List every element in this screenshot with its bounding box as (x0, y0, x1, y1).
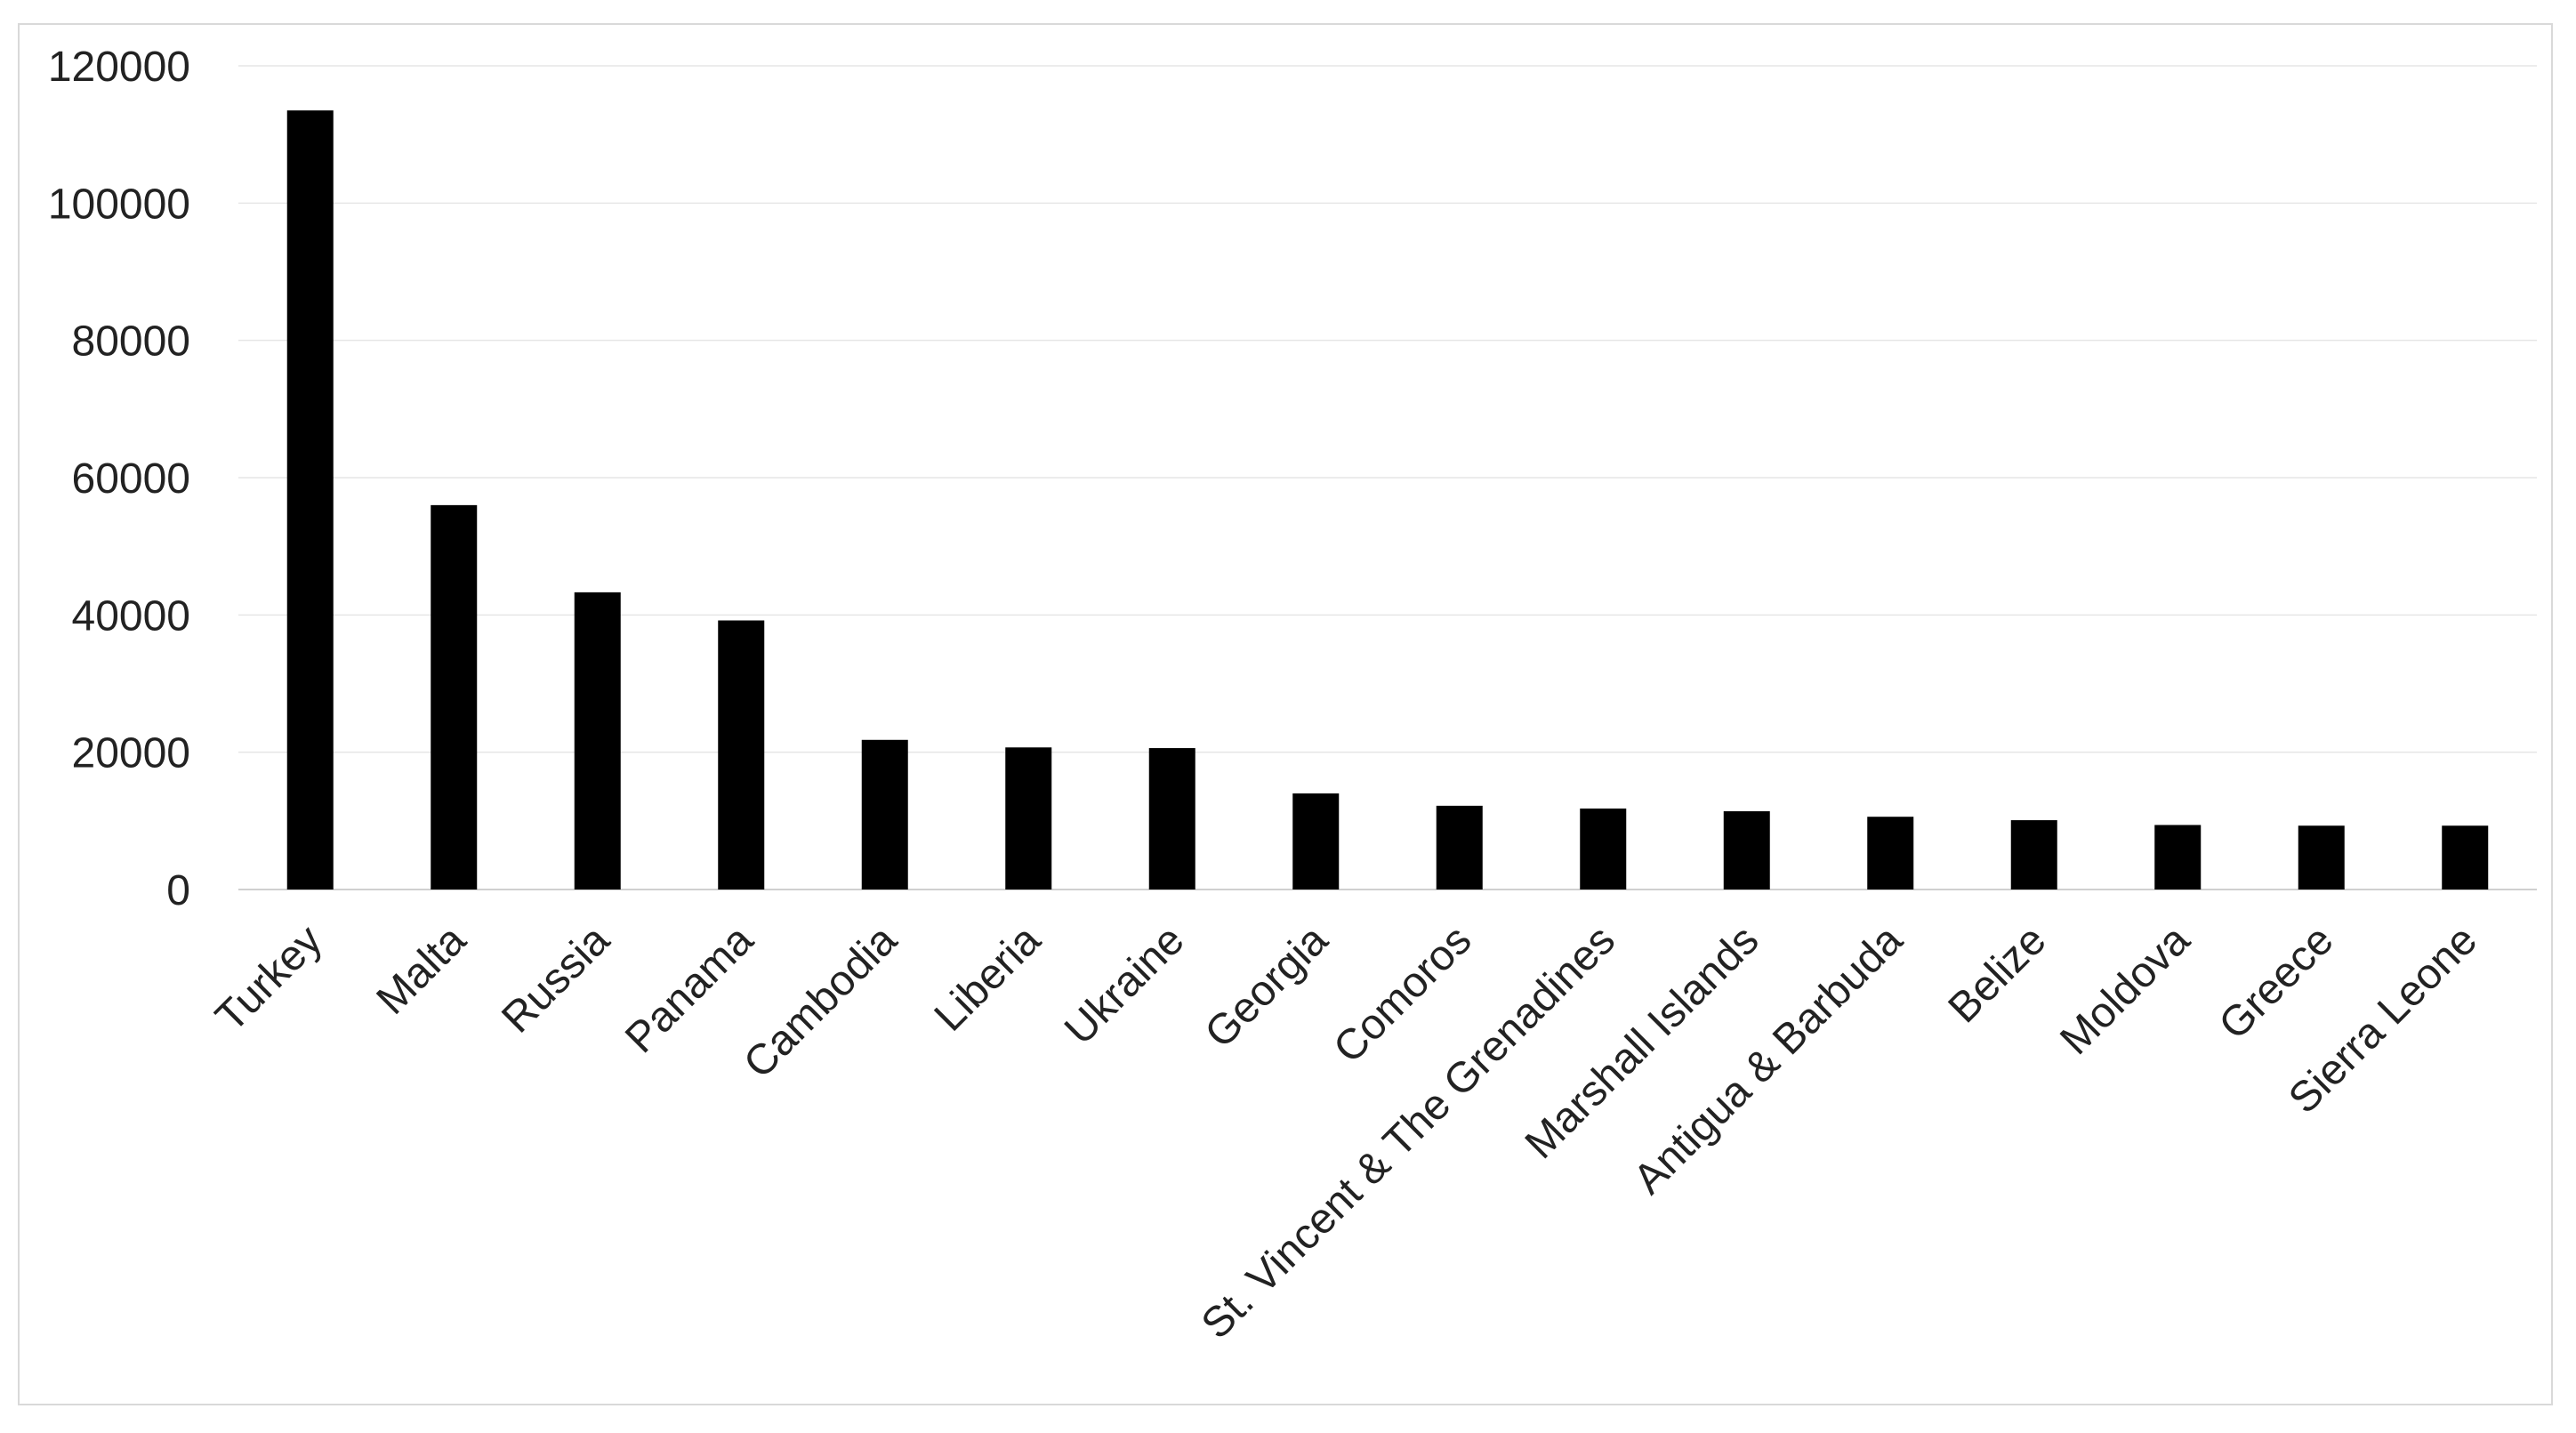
x-tick-label: Liberia (926, 916, 1051, 1041)
bar (1867, 817, 1914, 890)
y-tick-label: 80000 (72, 318, 190, 366)
x-tick-label: Comoros (1324, 916, 1480, 1072)
x-tick-label: Panama (616, 916, 762, 1062)
x-tick-label: Ukraine (1056, 916, 1193, 1053)
bar (2010, 820, 2057, 890)
bar (1580, 808, 1627, 890)
x-tick-label: Moldova (2051, 916, 2199, 1064)
y-axis-ticks: 0 20000 40000 60000 80000 100000 120000 (48, 44, 190, 914)
gridlines (238, 65, 2537, 890)
bar (718, 620, 765, 890)
y-tick-label: 100000 (48, 181, 190, 228)
bar (286, 110, 334, 890)
x-tick-label: Russia (493, 916, 618, 1042)
x-tick-label: Greece (2210, 916, 2343, 1049)
y-tick-label: 20000 (72, 730, 190, 777)
bar (1292, 793, 1340, 890)
x-tick-label: Antigua & Barbuda (1625, 916, 1912, 1204)
bars (286, 110, 2489, 890)
bar (1148, 748, 1195, 890)
x-tick-label: Malta (368, 916, 476, 1024)
bar (2298, 825, 2345, 890)
x-tick-label: Georgia (1196, 916, 1337, 1057)
x-tick-label: Cambodia (735, 916, 906, 1087)
x-tick-label: Belize (1940, 916, 2056, 1032)
bar (431, 504, 478, 890)
x-tick-label: Turkey (207, 916, 332, 1041)
y-tick-label: 0 (166, 867, 190, 914)
y-tick-label: 40000 (72, 592, 190, 640)
y-tick-label: 120000 (48, 44, 190, 91)
bar (2154, 825, 2202, 890)
bar (1005, 747, 1052, 890)
bar (861, 739, 908, 890)
bar (1723, 811, 1770, 890)
bar (574, 592, 621, 890)
bar (1436, 805, 1483, 890)
bar (2442, 825, 2489, 890)
y-tick-label: 60000 (72, 455, 190, 503)
